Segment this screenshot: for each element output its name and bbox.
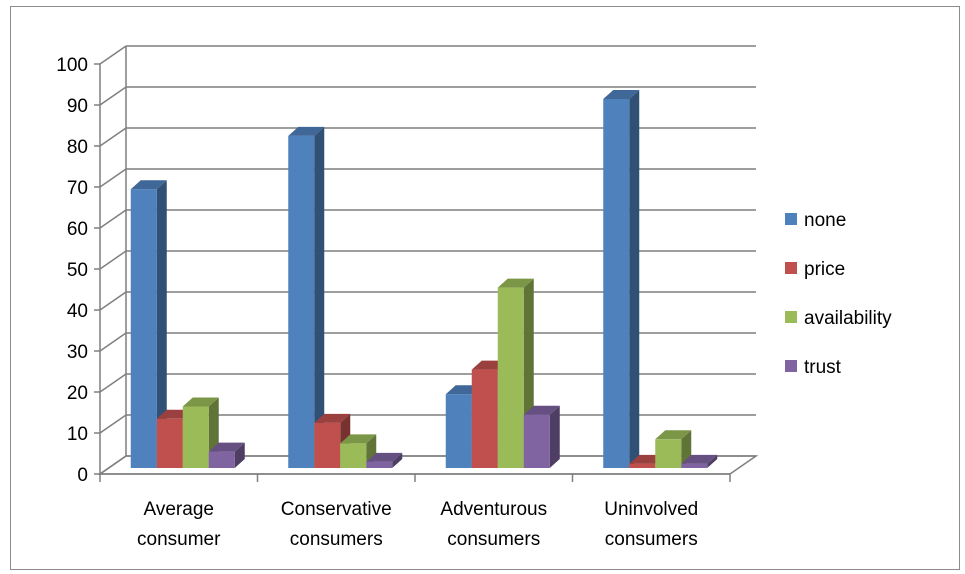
bar-trust [208,451,235,468]
y-tick-label: 40 [67,301,88,322]
bar-trust [681,463,708,468]
bar-none [288,135,315,468]
legend-label-availability: availability [804,308,892,329]
gridline-side [99,45,127,65]
bar-side-none [629,90,640,468]
bar-top-availability [497,278,534,288]
y-tick-label: 90 [67,96,88,117]
bar-side-trust [549,405,560,468]
y-tick-label: 30 [67,342,88,363]
legend-label-none: none [804,210,846,231]
bar-none [130,189,157,468]
bar-top-availability [340,434,377,444]
x-category-label: Conservative [281,499,392,520]
bar-top-trust [366,452,403,462]
bar-side-none [314,126,325,469]
gridline-side [99,209,127,229]
y-tick-label: 60 [67,219,88,240]
y-tick-label: 20 [67,383,88,404]
gridline-side [99,250,127,270]
bar-top-trust [523,405,560,415]
y-tick-label: 50 [67,260,88,281]
x-category-label: consumers [605,529,698,550]
y-tick-label: 100 [56,55,88,76]
bar-availability [655,439,682,468]
bar-price [471,369,498,468]
gridline-side [99,373,127,393]
x-category-label: consumers [447,529,540,550]
gridline-side [99,168,127,188]
legend-swatch-availability [785,311,797,323]
gridline-side [99,414,127,434]
legend-swatch-trust [785,360,797,372]
bar-top-trust [208,442,245,452]
x-category-label: Uninvolved [604,499,698,520]
y-tick-label: 80 [67,137,88,158]
bar-price [156,418,183,468]
bar-side-trust [392,452,403,468]
bar-top-trust [681,454,718,464]
gridline-side [99,332,127,352]
y-tick-label: 0 [77,465,88,486]
bar-price [629,463,656,468]
legend-label-trust: trust [804,357,842,378]
bar-side-trust [234,442,245,468]
legend-label-price: price [804,259,845,280]
legend-swatch-none [785,213,797,225]
bar-trust [366,461,393,468]
chart-frame [10,6,960,570]
bar-none [445,394,472,468]
bar-availability [182,406,209,468]
x-category-label: Average [144,499,214,520]
legend-swatch-price [785,262,797,274]
x-category-label: consumers [290,529,383,550]
bar-availability [497,287,524,468]
bar-none [603,99,630,468]
bar-side-trust [707,454,718,468]
y-tick-label: 70 [67,178,88,199]
gridline-side [99,455,127,475]
bar-top-none [603,90,640,99]
gridline-side [99,127,127,147]
bar-trust [523,414,550,468]
x-category-label: Adventurous [440,499,547,520]
x-category-label: consumer [137,529,221,550]
bar-side-none [156,180,167,468]
bar-price [314,422,341,468]
bar-top-none [130,180,167,190]
gridline-side [99,86,127,106]
gridline-side [99,291,127,311]
bar-top-none [288,126,325,136]
bar-availability [340,443,367,468]
bar-top-price [314,413,351,423]
bar-top-availability [182,397,219,407]
y-tick-label: 10 [67,424,88,445]
bar-top-availability [655,430,692,440]
